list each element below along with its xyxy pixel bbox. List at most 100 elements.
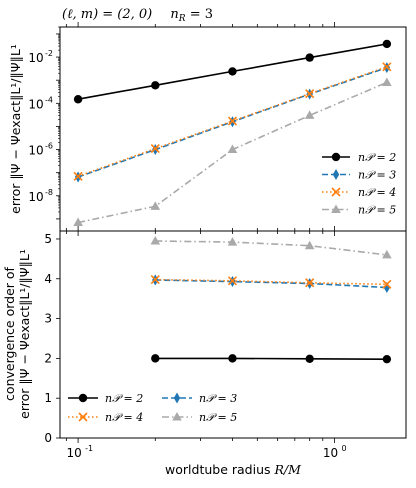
bottom-legend-marker-3-stroke-b bbox=[78, 412, 88, 422]
top-series-1-point-2 bbox=[151, 81, 160, 90]
top-panel-frame bbox=[59, 26, 407, 232]
top-series-3-point-5 bbox=[382, 62, 392, 72]
top-y-tick-label-4: 10 bbox=[28, 51, 43, 65]
top-plot-area bbox=[73, 39, 392, 226]
top-y-tick-label-3-exp: -4 bbox=[45, 95, 53, 104]
bottom-panel: 0 1 2 3 4 5 10 -1 10 0 n𝒫 = 2 n𝒫 = 4 n𝒫 = 3 n𝒫 = 5 bbox=[44, 226, 407, 460]
top-series-4-point-2 bbox=[150, 201, 161, 210]
bottom-series-1-line bbox=[155, 357, 387, 361]
bottom-series-2-line bbox=[155, 279, 387, 289]
top-series-4-point-3 bbox=[227, 144, 238, 154]
bottom-series-1-point-4 bbox=[382, 354, 392, 364]
x-tick-label-1: 10 bbox=[66, 446, 81, 460]
bottom-series-3-point-3 bbox=[305, 278, 315, 288]
top-y-tick-label-4-exp: -2 bbox=[45, 49, 53, 58]
bottom-x-ticks: 10 -1 10 0 bbox=[65, 226, 347, 460]
bottom-series-2-point-4 bbox=[383, 282, 391, 294]
top-y-axis-label: error ‖Ψ − Ψexact‖L¹/‖Ψ‖L¹ bbox=[8, 44, 23, 214]
bottom-series-1-point-1 bbox=[151, 354, 160, 363]
bottom-series-1-point-3 bbox=[305, 354, 314, 363]
top-series-4-point-1 bbox=[73, 217, 83, 226]
top-series-3-line bbox=[77, 66, 388, 178]
top-y-tick-label-2-exp: -6 bbox=[45, 142, 53, 151]
top-series-3-point-5-stroke-b bbox=[382, 62, 392, 72]
x-axis-label: worldtube radius R/M bbox=[165, 462, 302, 477]
top-legend-marker-1 bbox=[331, 152, 341, 162]
title-n: n bbox=[170, 7, 178, 22]
bottom-series-3-point-4-stroke-b bbox=[382, 279, 392, 289]
bottom-y-ticks: 0 1 2 3 4 5 bbox=[44, 232, 60, 445]
bottom-series-4-line bbox=[155, 240, 387, 256]
bottom-series-4-point-2 bbox=[227, 237, 238, 246]
bottom-y-tick-label-4: 3 bbox=[44, 312, 52, 326]
top-y-tick-label-1-exp: -8 bbox=[45, 188, 53, 197]
bottom-y-tick-label-1: 0 bbox=[44, 431, 52, 445]
bottom-y-axis-label-line1: convergence order of bbox=[2, 266, 17, 400]
bottom-y-tick-label-2: 1 bbox=[44, 391, 52, 405]
bottom-legend-label-2: n𝒫 = 3 bbox=[199, 392, 237, 405]
bottom-y-tick-label-6: 5 bbox=[44, 232, 52, 246]
top-series-4-point-5 bbox=[382, 77, 392, 86]
bottom-series-3-point-1-stroke-b bbox=[150, 274, 160, 285]
x-tick-label-2-exp: 0 bbox=[342, 444, 347, 453]
top-series-3-point-4-stroke-b bbox=[305, 89, 315, 99]
top-legend-label-2: n𝒫 = 3 bbox=[358, 169, 396, 182]
top-y-tick-label-3: 10 bbox=[28, 97, 43, 111]
bottom-series-3-line bbox=[155, 278, 387, 286]
bottom-plot-area bbox=[150, 235, 392, 364]
top-y-tick-label-2: 10 bbox=[28, 144, 43, 158]
top-series-3-point-3-stroke-b bbox=[227, 116, 238, 126]
top-x-ticks bbox=[65, 22, 335, 236]
top-legend-label-1: n𝒫 = 2 bbox=[358, 151, 396, 164]
bottom-legend: n𝒫 = 2 n𝒫 = 4 n𝒫 = 3 n𝒫 = 5 bbox=[68, 392, 237, 424]
bottom-series-3-point-3-stroke-b bbox=[305, 278, 315, 288]
bottom-legend-label-3: n𝒫 = 4 bbox=[105, 411, 143, 424]
top-series-3-point-1-stroke-b bbox=[73, 171, 83, 181]
top-series-1-point-4 bbox=[305, 53, 314, 62]
bottom-y-tick-label-3: 2 bbox=[44, 351, 52, 365]
x-axis-label-math: R/M bbox=[274, 462, 303, 477]
bottom-series-4-point-4 bbox=[382, 249, 392, 259]
bottom-series-3-point-2 bbox=[227, 276, 238, 286]
bottom-series-3-point-4 bbox=[382, 279, 392, 289]
chart-title: (ℓ, m) = (2, 0) nR = 3 bbox=[62, 7, 213, 24]
top-series-3-point-2-stroke-b bbox=[150, 144, 160, 154]
bottom-legend-marker-3 bbox=[78, 412, 88, 422]
top-legend-marker-3 bbox=[331, 187, 341, 197]
bottom-legend-marker-4 bbox=[172, 412, 182, 421]
bottom-series-4-point-1 bbox=[150, 235, 161, 245]
top-legend-marker-2 bbox=[332, 169, 340, 180]
bottom-legend-marker-1 bbox=[78, 393, 88, 403]
top-series-1-point-5 bbox=[382, 39, 392, 49]
top-series-3-point-1 bbox=[73, 171, 83, 181]
bottom-legend-label-1: n𝒫 = 2 bbox=[105, 392, 143, 405]
bottom-legend-label-4: n𝒫 = 5 bbox=[199, 411, 237, 424]
top-legend-label-4: n𝒫 = 5 bbox=[358, 204, 396, 217]
bottom-series-3-point-2-stroke-b bbox=[227, 276, 238, 286]
top-legend-label-3: n𝒫 = 4 bbox=[358, 186, 396, 199]
bottom-series-4-point-3 bbox=[304, 240, 315, 250]
top-series-3-point-3 bbox=[227, 116, 238, 126]
x-axis-label-text: worldtube radius bbox=[165, 462, 274, 477]
bottom-y-axis-label-line2: error ‖Ψ − Ψexact‖L¹/‖Ψ‖L¹ bbox=[17, 249, 32, 419]
x-tick-label-1-exp: -1 bbox=[85, 444, 93, 453]
x-tick-label-2: 10 bbox=[323, 446, 338, 460]
top-y-tick-label-1: 10 bbox=[28, 190, 43, 204]
bottom-y-tick-label-5: 4 bbox=[44, 272, 52, 286]
title-n-val: = 3 bbox=[186, 7, 213, 22]
top-legend-marker-4 bbox=[331, 204, 341, 213]
title-lm: (ℓ, m) = (2, 0) bbox=[62, 7, 152, 22]
bottom-legend-marker-2 bbox=[173, 392, 181, 404]
top-series-1-point-3 bbox=[228, 67, 237, 76]
title-n-sub: R bbox=[178, 14, 186, 24]
top-legend: n𝒫 = 2 n𝒫 = 3 n𝒫 = 4 n𝒫 = 5 bbox=[322, 151, 396, 217]
top-y-ticks: 10-810-610-410-2 bbox=[28, 26, 60, 220]
top-series-3-point-2 bbox=[150, 144, 160, 154]
bottom-panel-frame bbox=[59, 230, 407, 439]
top-legend-marker-3-stroke-b bbox=[331, 187, 341, 197]
bottom-series-1-point-2 bbox=[228, 354, 237, 363]
top-series-1-point-1 bbox=[73, 95, 83, 104]
top-series-3-point-4 bbox=[305, 89, 315, 99]
top-series-4-point-4 bbox=[304, 110, 315, 119]
